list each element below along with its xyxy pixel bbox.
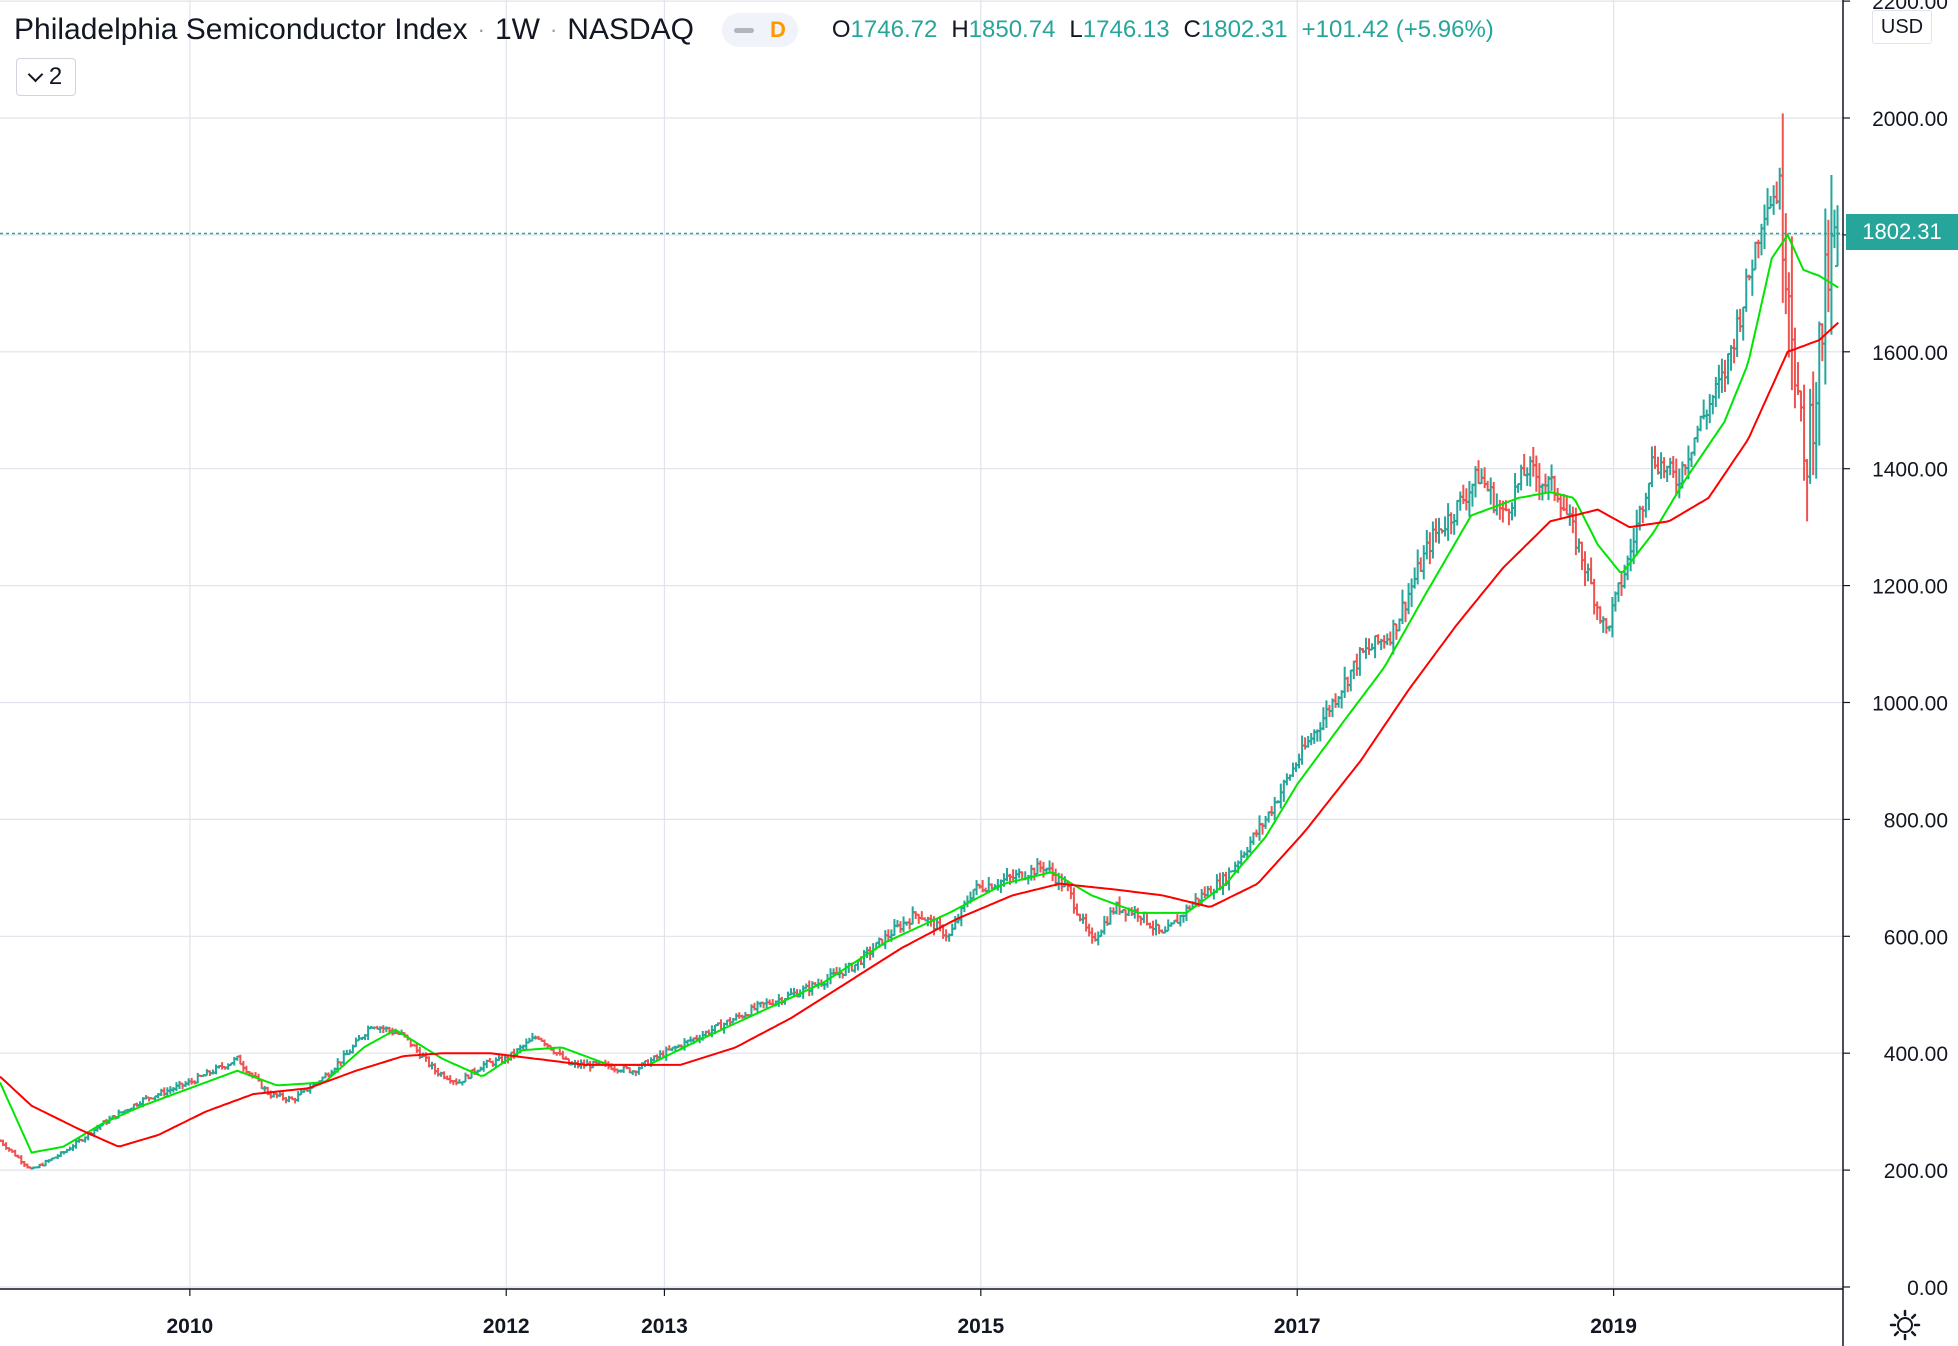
high-value: 1850.74 (968, 16, 1056, 43)
price-tick-label: 200.00 (1884, 1160, 1948, 1183)
high-label: H (951, 16, 969, 43)
symbol-name[interactable]: Philadelphia Semiconductor Index (14, 13, 468, 46)
low-label: L (1069, 16, 1083, 43)
market-status-badge[interactable]: D (721, 13, 798, 47)
price-tick-label: 1400.00 (1872, 459, 1948, 482)
separator-dot: · (477, 17, 485, 42)
exchange-label: NASDAQ (567, 13, 694, 46)
minus-icon (733, 27, 754, 33)
price-tick-label: 1600.00 (1872, 342, 1948, 365)
time-axis-labels: 2010 2012 2013 2015 2017 2019 (166, 1289, 1637, 1338)
price-tick-label: 800.00 (1884, 809, 1948, 832)
price-change: +101.42 (+5.96%) (1301, 16, 1494, 43)
price-tick-label: 0.00 (1907, 1277, 1948, 1300)
indicator-count: 2 (48, 63, 63, 90)
ohlc-values: O1746.72 H1850.74 L1746.13 C1802.31 +101… (832, 16, 1494, 44)
price-tick-label: 400.00 (1884, 1043, 1948, 1066)
price-tick-label: 600.00 (1884, 926, 1948, 949)
last-price-tag: 1802.31 (1846, 214, 1958, 250)
separator-dot: · (549, 17, 558, 42)
price-tick-label: 2000.00 (1872, 108, 1948, 131)
collapse-indicators-button[interactable]: 2 (16, 58, 76, 96)
price-tick-label: 1000.00 (1872, 693, 1948, 716)
time-tick-label: 2017 (1274, 1315, 1321, 1338)
chevron-down-icon (27, 66, 44, 82)
low-value: 1746.13 (1082, 16, 1170, 43)
moving-average-lines (0, 232, 1839, 1154)
time-tick-label: 2012 (483, 1315, 530, 1338)
fast-moving-average-line (0, 232, 1839, 1154)
close-value: 1802.31 (1200, 16, 1288, 43)
price-tick-label: 1200.00 (1872, 576, 1948, 599)
currency-label[interactable]: USD (1872, 10, 1932, 44)
time-tick-label: 2013 (641, 1315, 688, 1338)
interval-label[interactable]: 1W (494, 13, 540, 46)
vertical-gridlines (189, 0, 1615, 1289)
open-value: 1746.72 (850, 16, 938, 43)
gear-icon[interactable] (1888, 1308, 1922, 1342)
time-tick-label: 2010 (166, 1315, 213, 1338)
time-tick-label: 2019 (1590, 1315, 1637, 1338)
slow-moving-average-line (0, 321, 1839, 1148)
symbol-header: Philadelphia Semiconductor Index · 1W · … (14, 8, 1494, 52)
price-axis-labels: 0.00 200.00 400.00 600.00 800.00 1000.00 1200.… (1843, 0, 1948, 1300)
price-bars (0, 113, 1841, 1170)
delayed-badge-letter: D (769, 17, 786, 42)
open-label: O (831, 16, 851, 43)
close-label: C (1183, 16, 1201, 43)
time-tick-label: 2015 (957, 1315, 1004, 1338)
